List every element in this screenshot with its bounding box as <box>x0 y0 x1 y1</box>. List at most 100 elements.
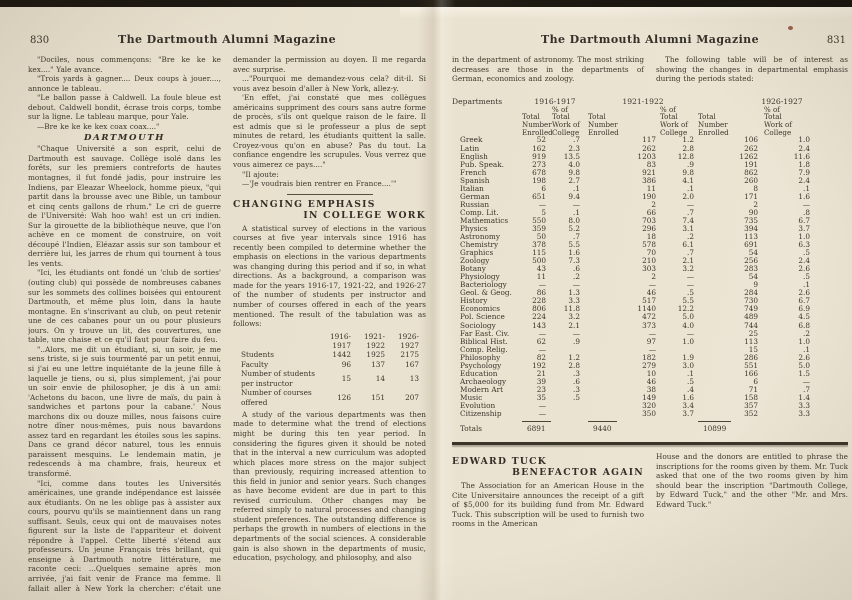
tuck-column-right: House and the donors are entitled to phr… <box>656 452 848 529</box>
paragraph: "Il ajoute: <box>242 169 279 179</box>
dept-name: Botany <box>460 265 486 274</box>
dept-name: Bacteriology <box>460 281 507 290</box>
dept-value: 4.5 <box>798 312 810 322</box>
dept-value: — <box>572 199 580 209</box>
dept-value: 5.0 <box>682 312 694 322</box>
dept-value: 7.4 <box>682 215 694 225</box>
dept-value: 70 <box>646 248 656 258</box>
dept-value: .5 <box>573 392 580 402</box>
section-rule <box>452 442 848 446</box>
dept-value: 651 <box>532 191 546 201</box>
stat-label: Number of courses offered <box>241 388 312 407</box>
paragraph: "Chaque Université a son esprit, celui d… <box>28 144 221 268</box>
dept-value: 11.8 <box>563 304 580 314</box>
dept-value: 50 <box>536 232 546 242</box>
dept-value <box>552 410 588 418</box>
dept-value: — <box>572 280 580 290</box>
dept-name: Italian <box>460 184 484 193</box>
dept-name: Psychology <box>460 361 502 370</box>
dept-value: — <box>686 272 694 282</box>
dept-value: .8 <box>803 207 810 217</box>
dept-table-row: Zoology 500 7.3 210 2.1 256 2.4 <box>452 257 848 265</box>
dept-value: 1.0 <box>798 336 810 346</box>
dept-value: 162 <box>532 143 546 153</box>
dept-value: 303 <box>642 264 656 274</box>
dept-value: 66 <box>646 207 656 217</box>
masthead-title: The Dartmouth Alumni Magazine <box>118 33 336 46</box>
dept-value: 5.5 <box>682 296 694 306</box>
dept-value: 2.8 <box>682 143 694 153</box>
dept-table-row: German 651 9.4 190 2.0 171 1.6 <box>452 191 848 201</box>
dept-name: Far East. Civ. <box>460 329 510 338</box>
dept-value: 2.4 <box>798 143 810 153</box>
dept-value: 158 <box>744 392 758 402</box>
dept-value: 517 <box>642 296 656 306</box>
scan-edge-highlight <box>400 7 852 19</box>
dept-value: 9 <box>753 280 758 290</box>
dept-value: — <box>538 344 546 354</box>
mini-table-row: Number of students per instructor 15 14 13 <box>241 369 419 388</box>
dept-value: 862 <box>744 167 758 177</box>
dept-table-row: Mathematics 550 8.0 703 7.4 735 6.7 <box>452 215 848 225</box>
dept-value: 97 <box>646 336 656 346</box>
dept-value: 149 <box>642 392 656 402</box>
dept-value: 171 <box>744 191 758 201</box>
dept-table-row: Citizenship — 350 3.7 352 3.3 <box>452 409 848 419</box>
dept-value: 262 <box>744 143 758 153</box>
dept-value: 71 <box>748 384 758 394</box>
heading-line: IN COLLEGE WORK <box>303 209 426 221</box>
dept-value: 5 <box>541 207 546 217</box>
page-831: The Dartmouth Alumni Magazine 831 in the… <box>452 26 848 592</box>
paragraph: —'Je voudrais bien rentrer en France....… <box>242 179 397 189</box>
period-label: 1926-1927 <box>397 331 419 351</box>
masthead-title: The Dartmouth Alumni Magazine <box>541 33 759 46</box>
dept-value: 90 <box>748 207 758 217</box>
dept-name: Zoology <box>460 257 490 266</box>
dept-value: 11 <box>646 183 656 193</box>
dept-value: 9.8 <box>682 167 694 177</box>
dept-value: 4.1 <box>682 175 694 185</box>
dept-name: Graphics <box>460 249 494 258</box>
dept-value: 198 <box>532 175 546 185</box>
dept-value: 735 <box>744 215 758 225</box>
dept-value: 62 <box>536 336 546 346</box>
dept-value: 143 <box>532 320 546 330</box>
paragraph: "Le ballon passe à Caldwell. La foule bl… <box>28 93 221 122</box>
dept-name: Physics <box>460 224 488 233</box>
subheader-percent: % of Total Work of College <box>764 104 792 137</box>
paragraph: "Dociles, nous commençons: "Bre ke ke ke… <box>28 55 221 74</box>
dept-value: 1262 <box>739 151 758 161</box>
mini-table-body: Students 1442 1925 2175 Faculty 96 137 167 Numbe… <box>241 350 419 406</box>
dept-value: 115 <box>532 248 546 258</box>
subheader-percent: % of Total Work of College <box>660 104 688 137</box>
dept-value: 1.9 <box>682 352 694 362</box>
stat-value: 167 <box>405 359 419 369</box>
dept-value: — <box>538 409 546 419</box>
dept-value: 551 <box>744 360 758 370</box>
dept-name: Biblical Hist. <box>460 337 508 346</box>
total-1916: 6891 <box>522 421 551 434</box>
dept-value: — <box>538 401 546 410</box>
dept-table-row: Economics 806 11.8 1140 12.2 749 6.9 <box>452 305 848 313</box>
dept-name: Physiology <box>460 273 500 282</box>
dept-value: — <box>538 199 546 209</box>
dept-value: .5 <box>687 376 694 386</box>
dept-value: 352 <box>744 409 758 419</box>
scan-speck <box>788 26 793 30</box>
dept-value: .5 <box>687 288 694 298</box>
dept-table-row: Pol. Science 224 3.2 472 5.0 489 4.5 <box>452 313 848 321</box>
dept-value: .1 <box>573 207 580 217</box>
dept-value: 166 <box>744 368 758 378</box>
dept-value: 730 <box>744 296 758 306</box>
dept-value: 2.4 <box>798 256 810 266</box>
dept-value: 12.8 <box>677 151 694 161</box>
total-1926: 10899 <box>698 421 732 434</box>
dept-value: 15 <box>748 344 758 354</box>
dept-value: 357 <box>744 401 758 410</box>
dept-value: — <box>686 280 694 290</box>
dept-value: 1.6 <box>682 392 694 402</box>
dept-name: Spanish <box>460 176 490 185</box>
dept-value: — <box>686 199 694 209</box>
dept-table-row: Latin 162 2.3 262 2.8 262 2.4 <box>452 143 848 153</box>
